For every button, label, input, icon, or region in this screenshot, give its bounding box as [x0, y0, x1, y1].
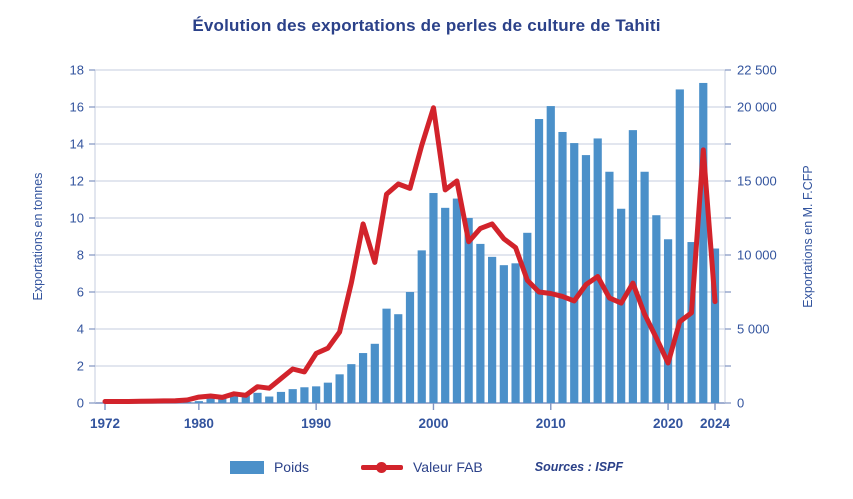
left-axis-tick-label: 12	[70, 174, 84, 189]
right-axis-tick-label: 10 000	[737, 248, 777, 263]
bar-1983	[229, 394, 239, 403]
bar-2016	[617, 208, 626, 403]
bar-1988	[288, 389, 297, 403]
bar-2000	[429, 193, 438, 403]
bar-2003	[464, 218, 473, 403]
right-axis-tick-label: 20 000	[737, 100, 777, 115]
bar-2018	[640, 171, 649, 403]
bar-2005	[488, 256, 497, 403]
valeur-fab-line-icon	[361, 461, 403, 474]
bar-2002	[452, 198, 462, 403]
bar-1999	[417, 250, 426, 403]
left-axis-tick-label: 8	[77, 248, 84, 263]
right-axis-tick-label: 5 000	[737, 322, 770, 337]
bar-2013	[581, 155, 591, 403]
left-axis-tick-label: 14	[70, 137, 84, 152]
bar-1995	[370, 343, 379, 403]
bar-2007	[511, 263, 520, 403]
left-axis-tick-label: 6	[77, 285, 84, 300]
bar-1989	[300, 387, 309, 403]
left-axis-tick-label: 16	[70, 100, 84, 115]
x-axis-year-label: 2010	[536, 416, 566, 431]
bar-1998	[405, 292, 415, 403]
right-axis-tick-label: 22 500	[737, 63, 777, 78]
valeur-fab-line	[102, 105, 718, 404]
bar-2004	[476, 243, 485, 403]
bar-2008	[523, 232, 532, 403]
poids-legend-label: Poids	[273, 459, 309, 475]
bar-1994	[358, 353, 368, 403]
x-axis-year-label: 1980	[184, 416, 214, 431]
left-axis-tick-label: 2	[77, 359, 84, 374]
left-axis-tick-label: 4	[77, 322, 84, 337]
right-axis-title: Exportations en M. F.CFP	[801, 165, 815, 307]
bar-1997	[394, 314, 403, 403]
bar-1979	[183, 402, 192, 403]
bar-2019	[652, 215, 661, 403]
chart-legend: Poids Valeur FAB Sources : ISPF	[0, 452, 853, 482]
bar-2021	[675, 89, 684, 404]
bar-1987	[276, 391, 286, 403]
legend-item-poids: Poids	[229, 459, 309, 475]
bar-2015	[605, 171, 614, 403]
bar-1981	[206, 398, 215, 403]
x-axis-year-label: 1972	[90, 416, 120, 431]
left-axis-title: Exportations en tonnes	[31, 173, 45, 301]
x-axis-year-label: 2000	[418, 416, 448, 431]
sources-note: Sources : ISPF	[534, 460, 624, 474]
x-axis-year-label: 2020	[653, 416, 683, 431]
x-axis-year-label: 2024	[700, 416, 731, 431]
x-axis-year-label: 1990	[301, 416, 331, 431]
bar-1984	[241, 395, 250, 403]
bar-2011	[558, 131, 567, 403]
bar-1990	[312, 386, 321, 403]
bar-2009	[534, 119, 544, 404]
bar-2022	[687, 242, 696, 403]
right-axis-tick-label: 0	[737, 396, 744, 411]
bar-2006	[499, 265, 508, 403]
left-axis-tick-label: 10	[70, 211, 84, 226]
valeur-fab-legend-label: Valeur FAB	[413, 459, 483, 475]
bar-2010	[546, 106, 555, 403]
poids-swatch-icon	[229, 460, 264, 474]
bar-1980	[194, 401, 203, 403]
bar-2024	[710, 248, 720, 403]
left-axis-tick-label: 0	[77, 396, 84, 411]
bar-1985	[253, 392, 262, 403]
bar-2023	[699, 82, 708, 403]
bar-2020	[663, 239, 673, 403]
bar-1993	[347, 364, 356, 403]
right-axis-tick-label: 15 000	[737, 174, 777, 189]
legend-item-valeur-fab: Valeur FAB	[361, 459, 483, 475]
chart-title: Évolution des exportations de perles de …	[192, 16, 661, 35]
left-axis-tick-label: 18	[70, 63, 84, 78]
bar-2012	[570, 143, 579, 403]
bar-1991	[323, 382, 332, 403]
bar-2017	[628, 130, 637, 403]
bar-1996	[382, 308, 391, 403]
bar-2014	[593, 138, 602, 403]
bar-2001	[441, 207, 450, 403]
bar-1986	[265, 396, 274, 403]
bar-1992	[335, 374, 344, 403]
